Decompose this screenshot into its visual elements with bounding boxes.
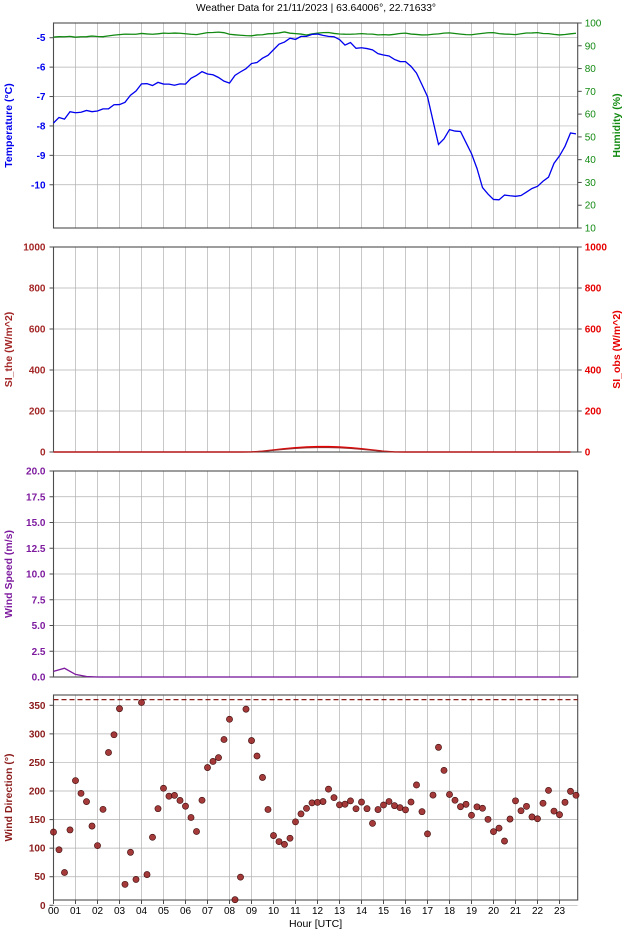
svg-text:SI_the (W/m^2): SI_the (W/m^2) [3, 312, 15, 388]
svg-text:20: 20 [585, 201, 597, 212]
svg-text:00: 00 [48, 906, 60, 917]
svg-text:22: 22 [532, 906, 544, 917]
svg-text:11: 11 [290, 906, 301, 917]
svg-text:400: 400 [29, 366, 46, 377]
svg-text:30: 30 [585, 178, 597, 189]
svg-text:200: 200 [29, 787, 46, 798]
svg-text:-9: -9 [37, 151, 46, 162]
svg-text:600: 600 [585, 325, 602, 336]
svg-text:90: 90 [585, 41, 597, 52]
svg-text:50: 50 [585, 132, 597, 143]
svg-text:16: 16 [400, 906, 412, 917]
svg-text:Weather Data for 21/11/2023 |: Weather Data for 21/11/2023 | 63.64006°,… [196, 3, 436, 14]
svg-text:0: 0 [40, 901, 46, 912]
svg-text:2.5: 2.5 [32, 647, 46, 658]
svg-text:200: 200 [29, 407, 46, 418]
svg-text:Hour [UTC]: Hour [UTC] [289, 918, 342, 930]
svg-text:7.5: 7.5 [32, 595, 46, 606]
svg-text:60: 60 [585, 110, 597, 121]
svg-text:40: 40 [585, 155, 597, 166]
svg-text:70: 70 [585, 87, 597, 98]
svg-text:-7: -7 [37, 92, 46, 103]
svg-text:-5: -5 [37, 33, 46, 44]
svg-text:-10: -10 [31, 180, 46, 191]
svg-text:20.0: 20.0 [26, 467, 46, 478]
svg-text:800: 800 [29, 284, 46, 295]
svg-text:13: 13 [334, 906, 346, 917]
svg-text:150: 150 [29, 815, 46, 826]
svg-text:10.0: 10.0 [26, 570, 46, 581]
svg-text:14: 14 [356, 906, 368, 917]
svg-text:Temperature (°C): Temperature (°C) [3, 83, 15, 168]
svg-text:0: 0 [40, 448, 46, 459]
svg-text:04: 04 [136, 906, 148, 917]
svg-text:100: 100 [29, 844, 46, 855]
svg-text:15: 15 [378, 906, 390, 917]
svg-text:12.5: 12.5 [26, 544, 46, 555]
svg-text:02: 02 [92, 906, 104, 917]
svg-text:Wind Speed (m/s): Wind Speed (m/s) [3, 530, 15, 618]
svg-text:5.0: 5.0 [32, 621, 46, 632]
svg-text:Humidity (%): Humidity (%) [611, 93, 623, 157]
svg-text:-8: -8 [37, 121, 46, 132]
svg-text:600: 600 [29, 325, 46, 336]
svg-text:250: 250 [29, 758, 46, 769]
svg-text:-6: -6 [37, 63, 46, 74]
svg-text:200: 200 [585, 407, 602, 418]
svg-text:17: 17 [422, 906, 434, 917]
svg-text:10: 10 [585, 224, 597, 235]
svg-text:23: 23 [554, 906, 566, 917]
svg-text:18: 18 [444, 906, 456, 917]
svg-text:50: 50 [34, 872, 46, 883]
svg-text:19: 19 [466, 906, 478, 917]
svg-text:Wind Direction (°): Wind Direction (°) [3, 753, 15, 841]
svg-text:12: 12 [312, 906, 324, 917]
svg-text:300: 300 [29, 729, 46, 740]
svg-text:0: 0 [585, 448, 591, 459]
svg-text:SI_obs (W/m^2): SI_obs (W/m^2) [611, 310, 623, 388]
svg-text:800: 800 [585, 284, 602, 295]
svg-text:20: 20 [488, 906, 500, 917]
svg-text:03: 03 [114, 906, 126, 917]
svg-text:1000: 1000 [23, 243, 46, 254]
svg-text:350: 350 [29, 701, 46, 712]
svg-text:15.0: 15.0 [26, 518, 46, 529]
svg-text:17.5: 17.5 [26, 492, 46, 503]
svg-text:21: 21 [510, 906, 522, 917]
svg-text:400: 400 [585, 366, 602, 377]
svg-text:10: 10 [268, 906, 280, 917]
svg-text:1000: 1000 [585, 243, 608, 254]
svg-text:80: 80 [585, 64, 597, 75]
svg-text:06: 06 [180, 906, 192, 917]
svg-text:08: 08 [224, 906, 236, 917]
svg-text:01: 01 [70, 906, 82, 917]
svg-text:0.0: 0.0 [32, 673, 46, 684]
svg-text:09: 09 [246, 906, 258, 917]
svg-text:05: 05 [158, 906, 170, 917]
svg-text:100: 100 [585, 19, 602, 30]
svg-text:07: 07 [202, 906, 214, 917]
